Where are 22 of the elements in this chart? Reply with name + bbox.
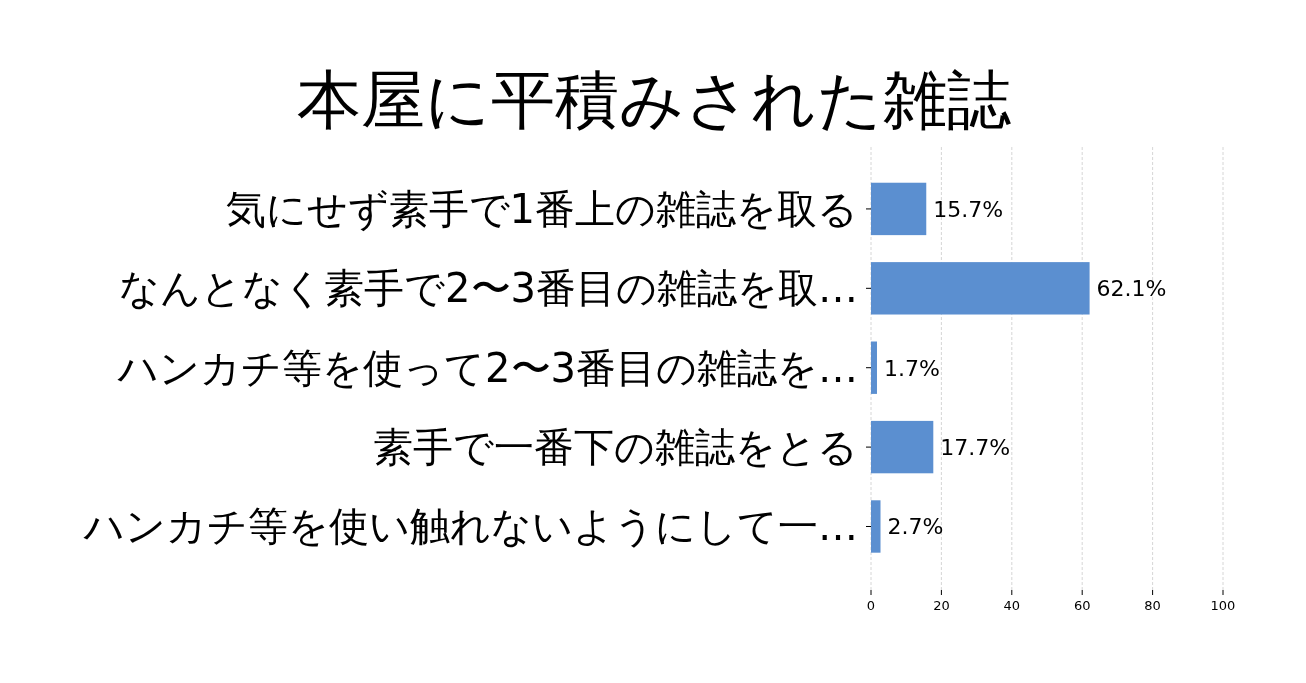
y-tick-label: なんとなく素手で2〜3番目の雑誌を取… [119,265,858,312]
x-tick-label: 60 [1073,598,1091,613]
data-label: 62.1% [1096,276,1167,302]
x-tick-label: 20 [933,598,950,613]
data-label: 17.7% [940,435,1011,461]
chart-title: 本屋に平積みされた雑誌 [296,63,1011,137]
bar [871,341,877,394]
y-tick-label: 気にせず素手で1番上の雑誌を取る [225,185,858,232]
x-tick-label: 0 [866,598,876,613]
data-label: 1.7% [883,355,940,381]
bar [871,500,881,553]
y-tick-label: 素手で一番下の雑誌をとる [373,424,858,471]
data-label: 15.7% [933,196,1004,222]
y-tick-label: ハンカチ等を使い触れないようにして一… [83,503,858,550]
x-tick-label: 40 [1003,598,1021,613]
bar [871,420,934,474]
bar [871,262,1090,315]
bar [871,182,927,236]
x-tick-label: 80 [1144,598,1161,613]
y-tick-label: ハンカチ等を使って2〜3番目の雑誌を… [117,344,858,391]
data-label: 2.7% [887,514,944,540]
x-tick-label: 100 [1210,598,1236,613]
